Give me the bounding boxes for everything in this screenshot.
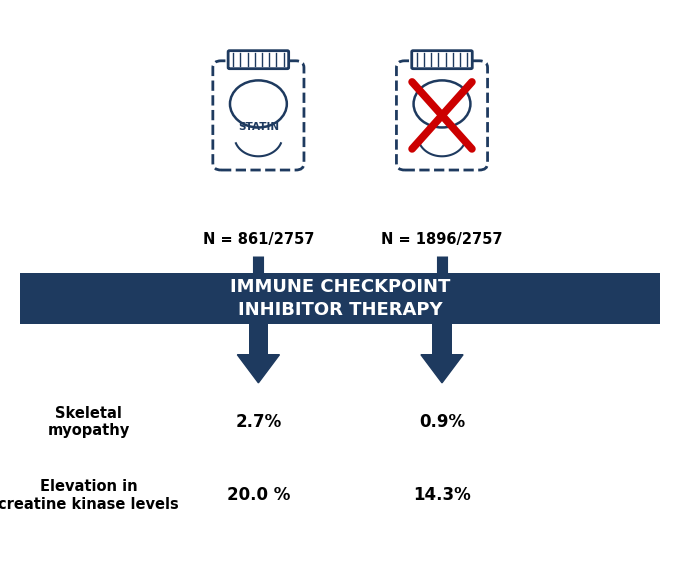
Text: N = 861/2757: N = 861/2757 xyxy=(203,232,314,247)
Circle shape xyxy=(230,81,287,127)
FancyBboxPatch shape xyxy=(228,51,289,69)
FancyBboxPatch shape xyxy=(432,324,452,355)
FancyBboxPatch shape xyxy=(20,273,660,324)
Polygon shape xyxy=(237,355,279,383)
Text: STATIN: STATIN xyxy=(238,122,279,132)
Circle shape xyxy=(413,81,471,127)
FancyBboxPatch shape xyxy=(249,324,268,355)
Text: 20.0 %: 20.0 % xyxy=(226,486,290,504)
FancyBboxPatch shape xyxy=(412,51,472,69)
Text: 14.3%: 14.3% xyxy=(413,486,471,504)
Polygon shape xyxy=(421,355,463,383)
Text: N = 1896/2757: N = 1896/2757 xyxy=(381,232,503,247)
FancyBboxPatch shape xyxy=(213,61,304,170)
Text: IMMUNE CHECKPOINT
INHIBITOR THERAPY: IMMUNE CHECKPOINT INHIBITOR THERAPY xyxy=(230,278,450,319)
Text: Skeletal
myopathy: Skeletal myopathy xyxy=(48,406,129,439)
FancyBboxPatch shape xyxy=(396,61,488,170)
Text: Elevation in
creatine kinase levels: Elevation in creatine kinase levels xyxy=(0,479,179,512)
Text: 2.7%: 2.7% xyxy=(235,413,282,431)
Text: 0.9%: 0.9% xyxy=(419,413,465,431)
